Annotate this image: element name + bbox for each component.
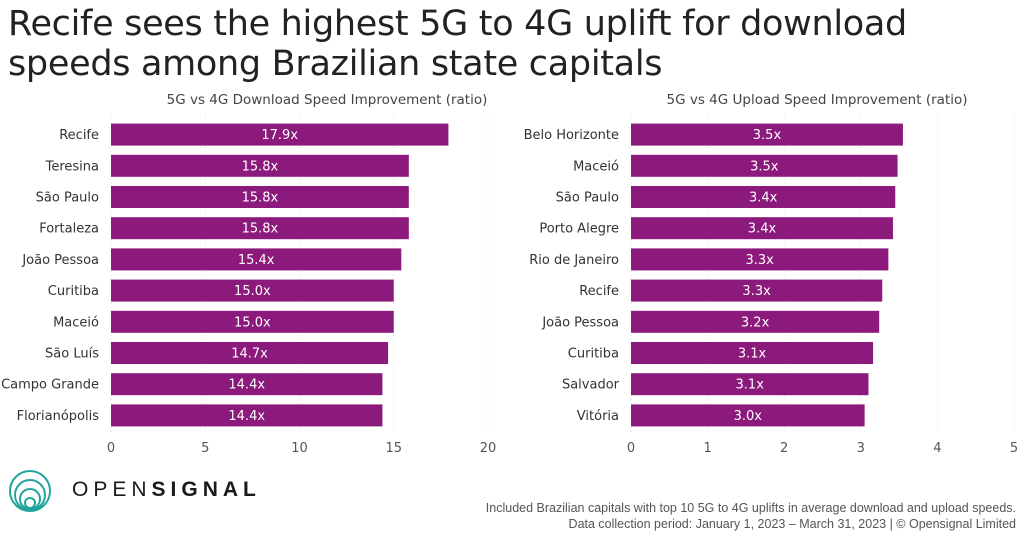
chart-2-bar <box>631 310 880 333</box>
chart-2-value-label: 3.0x <box>734 409 763 424</box>
opensignal-wordmark: OPENSIGNAL <box>72 478 261 502</box>
chart-1-value-label: 15.8x <box>242 222 279 237</box>
chart-2-tick-label: 2 <box>780 441 788 456</box>
chart-2-bar <box>631 123 903 146</box>
chart-2-value-label: 3.3x <box>742 284 771 299</box>
chart-2-category-label: João Pessoa <box>541 315 619 330</box>
chart-2-tick-label: 1 <box>703 441 711 456</box>
chart-1-tick-label: 5 <box>201 441 209 456</box>
chart-1-tick-label: 15 <box>385 441 402 456</box>
chart-1-bar <box>111 217 409 240</box>
chart-1-tick-label: 0 <box>107 441 115 456</box>
chart-2-value-label: 3.1x <box>736 378 765 393</box>
chart-2-bar <box>631 217 893 240</box>
chart-2-bar <box>631 154 898 177</box>
chart-2-category-label: Vitória <box>577 409 619 424</box>
chart-1-bar <box>111 342 389 364</box>
chart-1-value-label: 14.7x <box>231 347 268 362</box>
chart-1-bar <box>111 279 394 302</box>
chart-2-category-label: Porto Alegre <box>539 222 619 237</box>
chart-2-category-label: Recife <box>579 284 619 299</box>
chart-1-subtitle: 5G vs 4G Download Speed Improvement (rat… <box>167 92 488 108</box>
chart-2-tick-label: 3 <box>857 441 865 456</box>
chart-1-value-label: 15.0x <box>234 315 271 330</box>
chart-1-value-label: 15.8x <box>242 191 279 206</box>
chart-1-category-label: Teresina <box>45 159 99 174</box>
chart-1-bar <box>111 404 383 427</box>
chart-1-category-label: João Pessoa <box>21 253 99 268</box>
chart-1-value-label: 15.4x <box>238 253 275 268</box>
chart-2-subtitle: 5G vs 4G Upload Speed Improvement (ratio… <box>667 92 968 108</box>
chart-1-category-label: Maceió <box>53 315 99 330</box>
chart-title: Recife sees the highest 5G to 4G uplift … <box>8 4 1018 84</box>
chart-2-bar <box>631 248 889 271</box>
wordmark-open: OPEN <box>72 478 152 501</box>
chart-1-category-label: Fortaleza <box>39 222 99 237</box>
opensignal-logo: OPENSIGNAL <box>8 466 268 516</box>
chart-1-value-label: 17.9x <box>261 128 298 143</box>
chart-1-category-label: Curitiba <box>48 284 99 299</box>
footnote-line-2: Data collection period: January 1, 2023 … <box>568 517 1016 531</box>
chart-1-bar <box>111 248 402 271</box>
chart-2-category-label: Curitiba <box>568 347 619 362</box>
chart-1-bar <box>111 186 409 208</box>
chart-1-category-label: Campo Grande <box>1 378 99 393</box>
chart-2-bar <box>631 373 869 396</box>
footnote: Included Brazilian capitals with top 10 … <box>486 500 1016 532</box>
chart-2-value-label: 3.2x <box>741 315 770 330</box>
chart-2-tick-label: 5 <box>1010 441 1018 456</box>
chart-1-value-label: 15.0x <box>234 284 271 299</box>
chart-1-category-label: São Paulo <box>36 191 99 206</box>
chart-2-value-label: 3.1x <box>738 347 767 362</box>
chart-2-value-label: 3.5x <box>750 159 779 174</box>
chart-2-category-label: Belo Horizonte <box>524 128 619 143</box>
opensignal-logo-icon <box>9 470 51 512</box>
chart-1-bar <box>111 123 449 146</box>
chart-2-value-label: 3.5x <box>753 128 782 143</box>
chart-2-value-label: 3.3x <box>746 253 775 268</box>
chart-2-category-label: São Paulo <box>556 191 619 206</box>
wordmark-signal: SIGNAL <box>151 478 261 501</box>
chart-2-bar <box>631 279 883 302</box>
chart-1-value-label: 14.4x <box>228 378 265 393</box>
chart-2-bar <box>631 186 896 208</box>
chart-2-tick-label: 0 <box>627 441 635 456</box>
chart-1-category-label: Florianópolis <box>17 409 100 424</box>
chart-2-bar <box>631 342 874 364</box>
chart-2-bar <box>631 404 865 427</box>
chart-1-category-label: Recife <box>59 128 99 143</box>
chart-1-bar <box>111 373 383 396</box>
title-line-1: Recife sees the highest 5G to 4G uplift … <box>8 4 907 44</box>
chart-1-value-label: 14.4x <box>228 409 265 424</box>
chart-1-bar <box>111 310 394 333</box>
chart-2-value-label: 3.4x <box>749 191 778 206</box>
footnote-line-1: Included Brazilian capitals with top 10 … <box>485 501 1016 515</box>
chart-2-category-label: Maceió <box>573 159 619 174</box>
chart-1-bar <box>111 154 409 177</box>
chart-2-tick-label: 4 <box>933 441 941 456</box>
title-line-2: speeds among Brazilian state capitals <box>8 44 663 84</box>
chart-2-value-label: 3.4x <box>748 222 777 237</box>
chart-2-category-label: Rio de Janeiro <box>529 253 619 268</box>
chart-2-category-label: Salvador <box>562 378 620 393</box>
chart-1-category-label: São Luís <box>45 347 99 362</box>
chart-1-tick-label: 20 <box>480 441 497 456</box>
chart-1-value-label: 15.8x <box>242 159 279 174</box>
chart-1-tick-label: 10 <box>291 441 308 456</box>
